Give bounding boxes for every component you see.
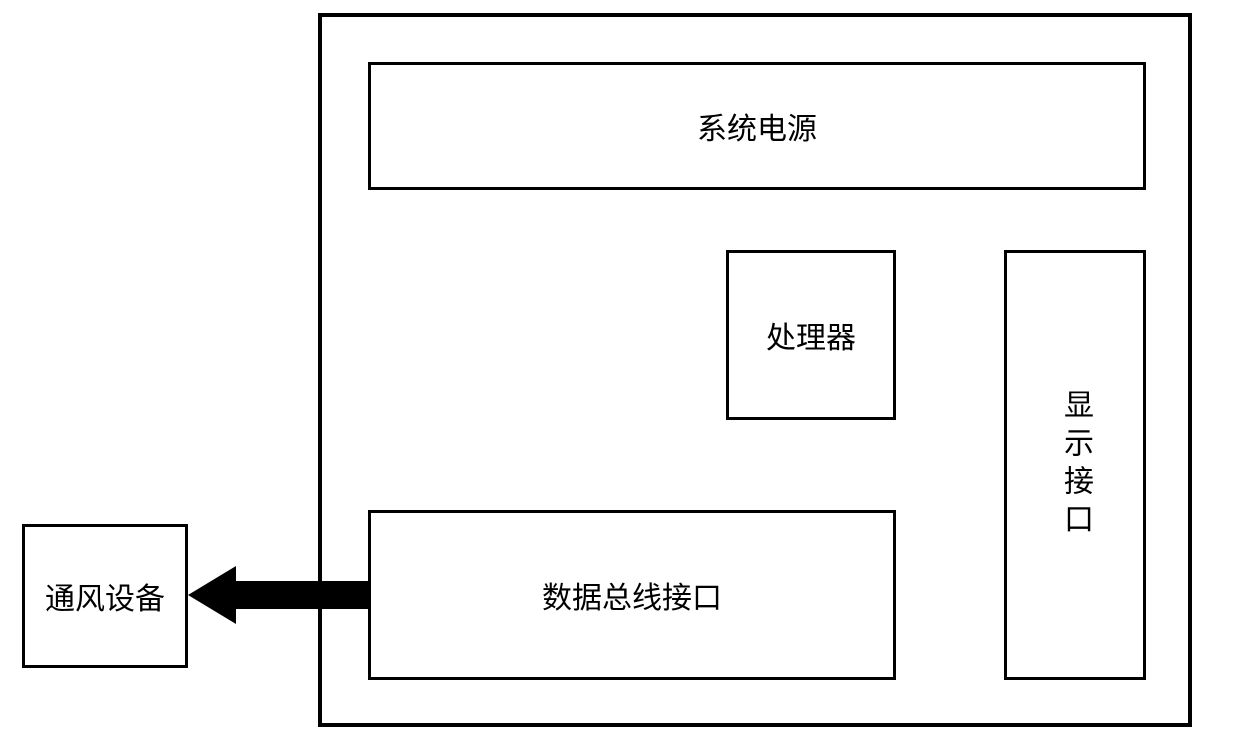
data-bus-interface-box: 数据总线接口 (368, 510, 896, 680)
system-power-label: 系统电源 (697, 104, 817, 148)
data-bus-interface-label: 数据总线接口 (542, 573, 722, 617)
processor-box: 处理器 (726, 250, 896, 420)
display-interface-label: 显示接口 (1053, 389, 1097, 541)
ventilation-equipment-box: 通风设备 (22, 524, 188, 668)
ventilation-equipment-label: 通风设备 (45, 574, 165, 618)
processor-label: 处理器 (766, 313, 856, 357)
diagram-canvas: 系统电源 处理器 显示接口 数据总线接口 通风设备 (0, 0, 1240, 754)
display-interface-box: 显示接口 (1004, 250, 1146, 680)
system-power-box: 系统电源 (368, 62, 1146, 190)
arrow-databus-to-vent (188, 566, 368, 624)
